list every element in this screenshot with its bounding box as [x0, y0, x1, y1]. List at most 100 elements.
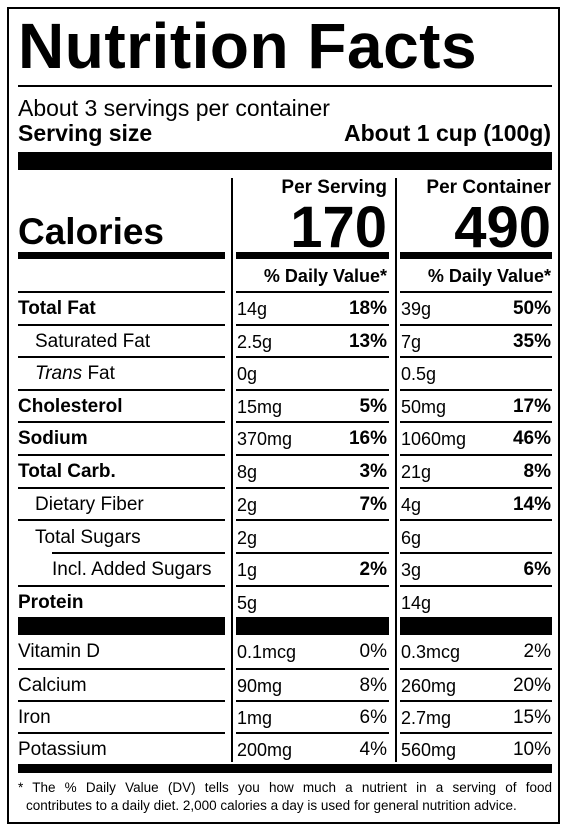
row-rule	[400, 454, 552, 456]
row-rule	[18, 700, 225, 702]
potassium-label: Potassium	[18, 739, 107, 760]
vitamin-dv: 10%	[512, 739, 551, 760]
row-rule	[236, 585, 389, 587]
nutrient-dv: 16%	[348, 428, 387, 449]
nutrient-amount: 21g	[401, 462, 432, 482]
vitamin-dv: 4%	[359, 739, 387, 760]
nutrient-amount: 3g	[401, 560, 422, 580]
row-rule	[18, 732, 225, 734]
nutrient-amount: 1g	[237, 560, 258, 580]
nutrition-label	[7, 7, 560, 824]
thick-divider-top	[18, 152, 552, 170]
row-rule	[236, 700, 389, 702]
row-rule	[400, 519, 552, 521]
dv-header-container: % Daily Value*	[427, 266, 551, 286]
row-rule	[236, 291, 389, 293]
calcium-label: Calcium	[18, 675, 87, 696]
calories-label: Calories	[18, 211, 165, 252]
vitamin-amount: 0.3mcg	[401, 642, 461, 662]
vitamin-dv: 15%	[512, 707, 551, 728]
nutrient-dietary-fiber-label: Dietary Fiber	[35, 494, 144, 515]
title-rule	[18, 85, 552, 87]
row-rule	[236, 552, 389, 554]
calories-bar-serving	[236, 252, 389, 259]
vitamin-bar-container	[400, 617, 552, 635]
row-rule	[400, 291, 552, 293]
nutrient-amount: 50mg	[401, 397, 447, 417]
row-rule	[18, 324, 225, 326]
vitamin-dv: 0%	[359, 641, 387, 662]
nutrient-dv: 5%	[359, 396, 387, 417]
nutrient-dv: 17%	[512, 396, 551, 417]
calories-per-serving: 170	[290, 195, 387, 260]
row-rule	[18, 668, 225, 670]
nutrient-total-carb-label: Total Carb.	[18, 461, 116, 482]
row-rule	[18, 585, 225, 587]
nutrient-saturated-fat-label: Saturated Fat	[35, 331, 151, 352]
vitamin-bar-label	[18, 617, 225, 635]
row-rule	[400, 732, 552, 734]
row-rule	[400, 421, 552, 423]
row-rule	[236, 356, 389, 358]
nutrient-dv: 2%	[359, 559, 387, 580]
nutrient-protein-label: Protein	[18, 592, 84, 613]
nutrient-trans-fat-label: Trans Fat	[35, 362, 115, 386]
row-rule	[400, 356, 552, 358]
row-rule	[236, 421, 389, 423]
nutrient-dv: 8%	[523, 461, 551, 482]
row-rule	[236, 324, 389, 326]
footnote-line-2: contributes to a daily diet. 2,000 calor…	[26, 798, 517, 813]
nutrient-sodium-label: Sodium	[18, 428, 88, 449]
nutrient-amount: 370mg	[237, 429, 293, 449]
vitamin-amount: 260mg	[401, 676, 457, 696]
serving-size-value: About 1 cup (100g)	[343, 120, 551, 146]
vitamin-dv: 20%	[512, 675, 551, 696]
row-rule	[18, 291, 225, 293]
nutrient-dv: 14%	[512, 494, 551, 515]
row-rule	[18, 356, 225, 358]
vitamin-dv: 2%	[523, 641, 551, 662]
calories-bar-container	[400, 252, 552, 259]
nutrient-amount: 0.5g	[401, 364, 437, 384]
footnote-line-1: * The % Daily Value (DV) tells you how m…	[18, 780, 552, 795]
nutrient-amount: 5g	[237, 593, 258, 613]
nutrient-dv: 18%	[348, 298, 387, 319]
trans-italic: Trans	[35, 363, 83, 384]
nutrient-total-fat-label: Total Fat	[18, 298, 96, 319]
nutrient-dv: 35%	[512, 331, 551, 352]
nutrient-dv: 46%	[512, 428, 551, 449]
col-divider-serving	[231, 178, 233, 762]
row-rule	[400, 487, 552, 489]
row-rule	[18, 519, 225, 521]
nutrient-amount: 14g	[237, 299, 268, 319]
nutrient-dv: 50%	[512, 298, 551, 319]
row-rule	[236, 732, 389, 734]
vitamin-amount: 560mg	[401, 740, 457, 760]
row-rule	[18, 421, 225, 423]
row-rule	[52, 552, 225, 554]
nutrient-amount: 2.5g	[237, 332, 273, 352]
row-rule	[400, 700, 552, 702]
nutrient-amount: 4g	[401, 495, 422, 515]
nutrient-amount: 15mg	[237, 397, 283, 417]
nutrient-amount: 0g	[237, 364, 258, 384]
row-rule	[236, 487, 389, 489]
row-rule	[400, 552, 552, 554]
trans-rest: Fat	[82, 363, 115, 384]
vitamin-amount: 1mg	[237, 708, 273, 728]
col-divider-container	[395, 178, 397, 762]
row-rule	[400, 324, 552, 326]
nutrient-amount: 6g	[401, 528, 422, 548]
thick-divider-bottom	[18, 764, 552, 773]
nutrient-amount: 2g	[237, 528, 258, 548]
calories-bar-label	[18, 252, 225, 259]
row-rule	[400, 389, 552, 391]
row-rule	[18, 487, 225, 489]
nutrient-amount: 14g	[401, 593, 432, 613]
per-container-header: Per Container	[426, 177, 551, 198]
vitamin-dv: 6%	[359, 707, 387, 728]
nutrient-total-sugars-label: Total Sugars	[35, 527, 141, 548]
row-rule	[236, 519, 389, 521]
vitamin-dv: 8%	[359, 675, 387, 696]
per-serving-header: Per Serving	[281, 177, 387, 198]
